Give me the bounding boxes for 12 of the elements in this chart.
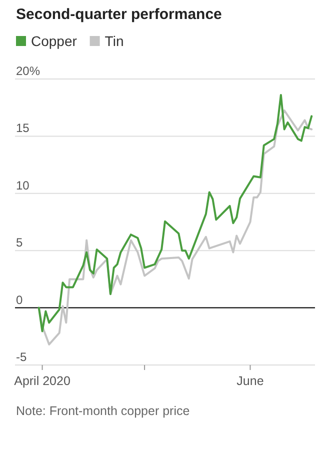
- y-tick-label: 20%: [16, 64, 40, 78]
- legend-label: Tin: [104, 33, 124, 49]
- x-tick-label: April 2020: [14, 374, 70, 388]
- x-tick-label: June: [236, 374, 264, 388]
- y-tick-label: 15: [16, 121, 30, 136]
- y-tick-label: -5: [16, 350, 27, 364]
- legend-label: Copper: [31, 33, 78, 49]
- y-tick-label: 0: [16, 292, 23, 307]
- chart-title: Second-quarter performance: [16, 6, 222, 23]
- text: Note: Front-month copper price: [16, 404, 190, 418]
- y-tick-label: 10: [16, 178, 30, 192]
- y-tick-label: 5: [16, 236, 23, 250]
